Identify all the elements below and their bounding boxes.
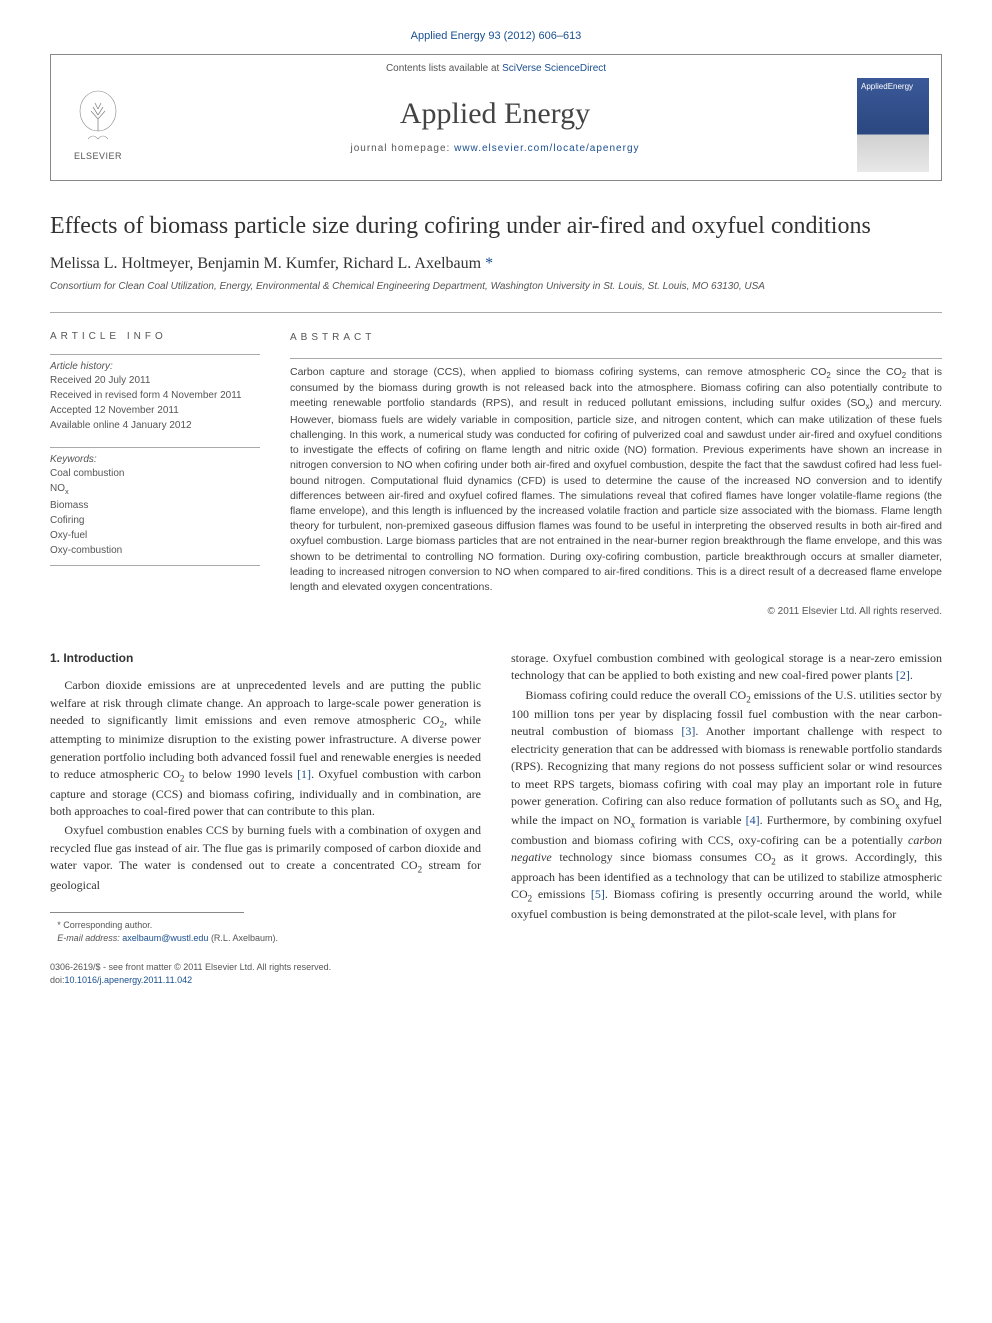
keyword: Oxy-combustion xyxy=(50,544,260,558)
article-title: Effects of biomass particle size during … xyxy=(50,211,942,241)
publisher-name: ELSEVIER xyxy=(74,151,122,161)
publisher-logo: ELSEVIER xyxy=(63,80,133,170)
email-footnote: E-mail address: axelbaum@wustl.edu (R.L.… xyxy=(50,932,481,945)
journal-row: ELSEVIER Applied Energy journal homepage… xyxy=(51,78,941,180)
keyword: Oxy-fuel xyxy=(50,529,260,543)
sciencedirect-link[interactable]: SciVerse ScienceDirect xyxy=(502,63,606,74)
corresponding-author-footnote: * Corresponding author. xyxy=(50,919,481,932)
citation-line: Applied Energy 93 (2012) 606–613 xyxy=(50,30,942,42)
info-abstract-row: ARTICLE INFO Article history: Received 2… xyxy=(50,312,942,620)
email-suffix: (R.L. Axelbaum). xyxy=(211,933,278,943)
journal-cover-thumbnail: AppliedEnergy xyxy=(857,78,929,172)
keyword: Biomass xyxy=(50,499,260,513)
body-column-left: 1. Introduction Carbon dioxide emissions… xyxy=(50,650,481,987)
email-label: E-mail address: xyxy=(57,933,120,943)
homepage-line: journal homepage: www.elsevier.com/locat… xyxy=(133,143,857,154)
homepage-link[interactable]: www.elsevier.com/locate/apenergy xyxy=(454,143,639,154)
section-heading-intro: 1. Introduction xyxy=(50,650,481,667)
keywords-label: Keywords: xyxy=(50,454,260,465)
abstract-column: ABSTRACT Carbon capture and storage (CCS… xyxy=(290,331,942,620)
history-line: Received 20 July 2011 xyxy=(50,374,260,388)
footer-text: 0306-2619/$ - see front matter © 2011 El… xyxy=(50,962,331,972)
contents-prefix: Contents lists available at xyxy=(386,63,502,74)
journal-header-box: Contents lists available at SciVerse Sci… xyxy=(50,54,942,181)
history-line: Received in revised form 4 November 2011 xyxy=(50,389,260,403)
history-label: Article history: xyxy=(50,354,260,372)
body-paragraph: Oxyfuel combustion enables CCS by burnin… xyxy=(50,822,481,894)
paragraph-text: Biomass cofiring could reduce the overal… xyxy=(511,688,942,921)
body-columns: 1. Introduction Carbon dioxide emissions… xyxy=(50,650,942,987)
paragraph-text: Oxyfuel combustion enables CCS by burnin… xyxy=(50,823,481,891)
abstract-copyright: © 2011 Elsevier Ltd. All rights reserved… xyxy=(290,605,942,620)
corresponding-asterisk: * xyxy=(485,255,493,272)
abstract-heading: ABSTRACT xyxy=(290,331,942,346)
history-line: Accepted 12 November 2011 xyxy=(50,404,260,418)
homepage-prefix: journal homepage: xyxy=(350,143,454,154)
keyword: Cofiring xyxy=(50,514,260,528)
body-paragraph: storage. Oxyfuel combustion combined wit… xyxy=(511,650,942,685)
abstract-text: Carbon capture and storage (CCS), when a… xyxy=(290,358,942,596)
doi-label: doi: xyxy=(50,975,65,985)
footnote-separator xyxy=(50,912,244,919)
body-paragraph: Biomass cofiring could reduce the overal… xyxy=(511,687,942,923)
article-info-heading: ARTICLE INFO xyxy=(50,331,260,342)
keywords-block: Keywords: Coal combustion NOx Biomass Co… xyxy=(50,447,260,566)
journal-name: Applied Energy xyxy=(133,97,857,131)
journal-center: Applied Energy journal homepage: www.els… xyxy=(133,97,857,154)
paragraph-text: Carbon dioxide emissions are at unpreced… xyxy=(50,678,481,818)
body-paragraph: Carbon dioxide emissions are at unpreced… xyxy=(50,677,481,820)
keyword: Coal combustion xyxy=(50,467,260,481)
elsevier-tree-icon xyxy=(73,89,123,149)
paragraph-text: storage. Oxyfuel combustion combined wit… xyxy=(511,651,942,682)
doi-link[interactable]: 10.1016/j.apenergy.2011.11.042 xyxy=(65,975,193,985)
contents-available-line: Contents lists available at SciVerse Sci… xyxy=(51,55,941,78)
authors-line: Melissa L. Holtmeyer, Benjamin M. Kumfer… xyxy=(50,255,942,273)
author-email-link[interactable]: axelbaum@wustl.edu xyxy=(122,933,208,943)
body-column-right: storage. Oxyfuel combustion combined wit… xyxy=(511,650,942,987)
affiliation: Consortium for Clean Coal Utilization, E… xyxy=(50,281,942,292)
article-info-column: ARTICLE INFO Article history: Received 2… xyxy=(50,331,260,620)
footer-copyright: 0306-2619/$ - see front matter © 2011 El… xyxy=(50,961,481,986)
authors-names: Melissa L. Holtmeyer, Benjamin M. Kumfer… xyxy=(50,255,481,272)
cover-title: AppliedEnergy xyxy=(861,82,925,91)
keyword: NOx xyxy=(50,482,260,498)
history-line: Available online 4 January 2012 xyxy=(50,419,260,433)
